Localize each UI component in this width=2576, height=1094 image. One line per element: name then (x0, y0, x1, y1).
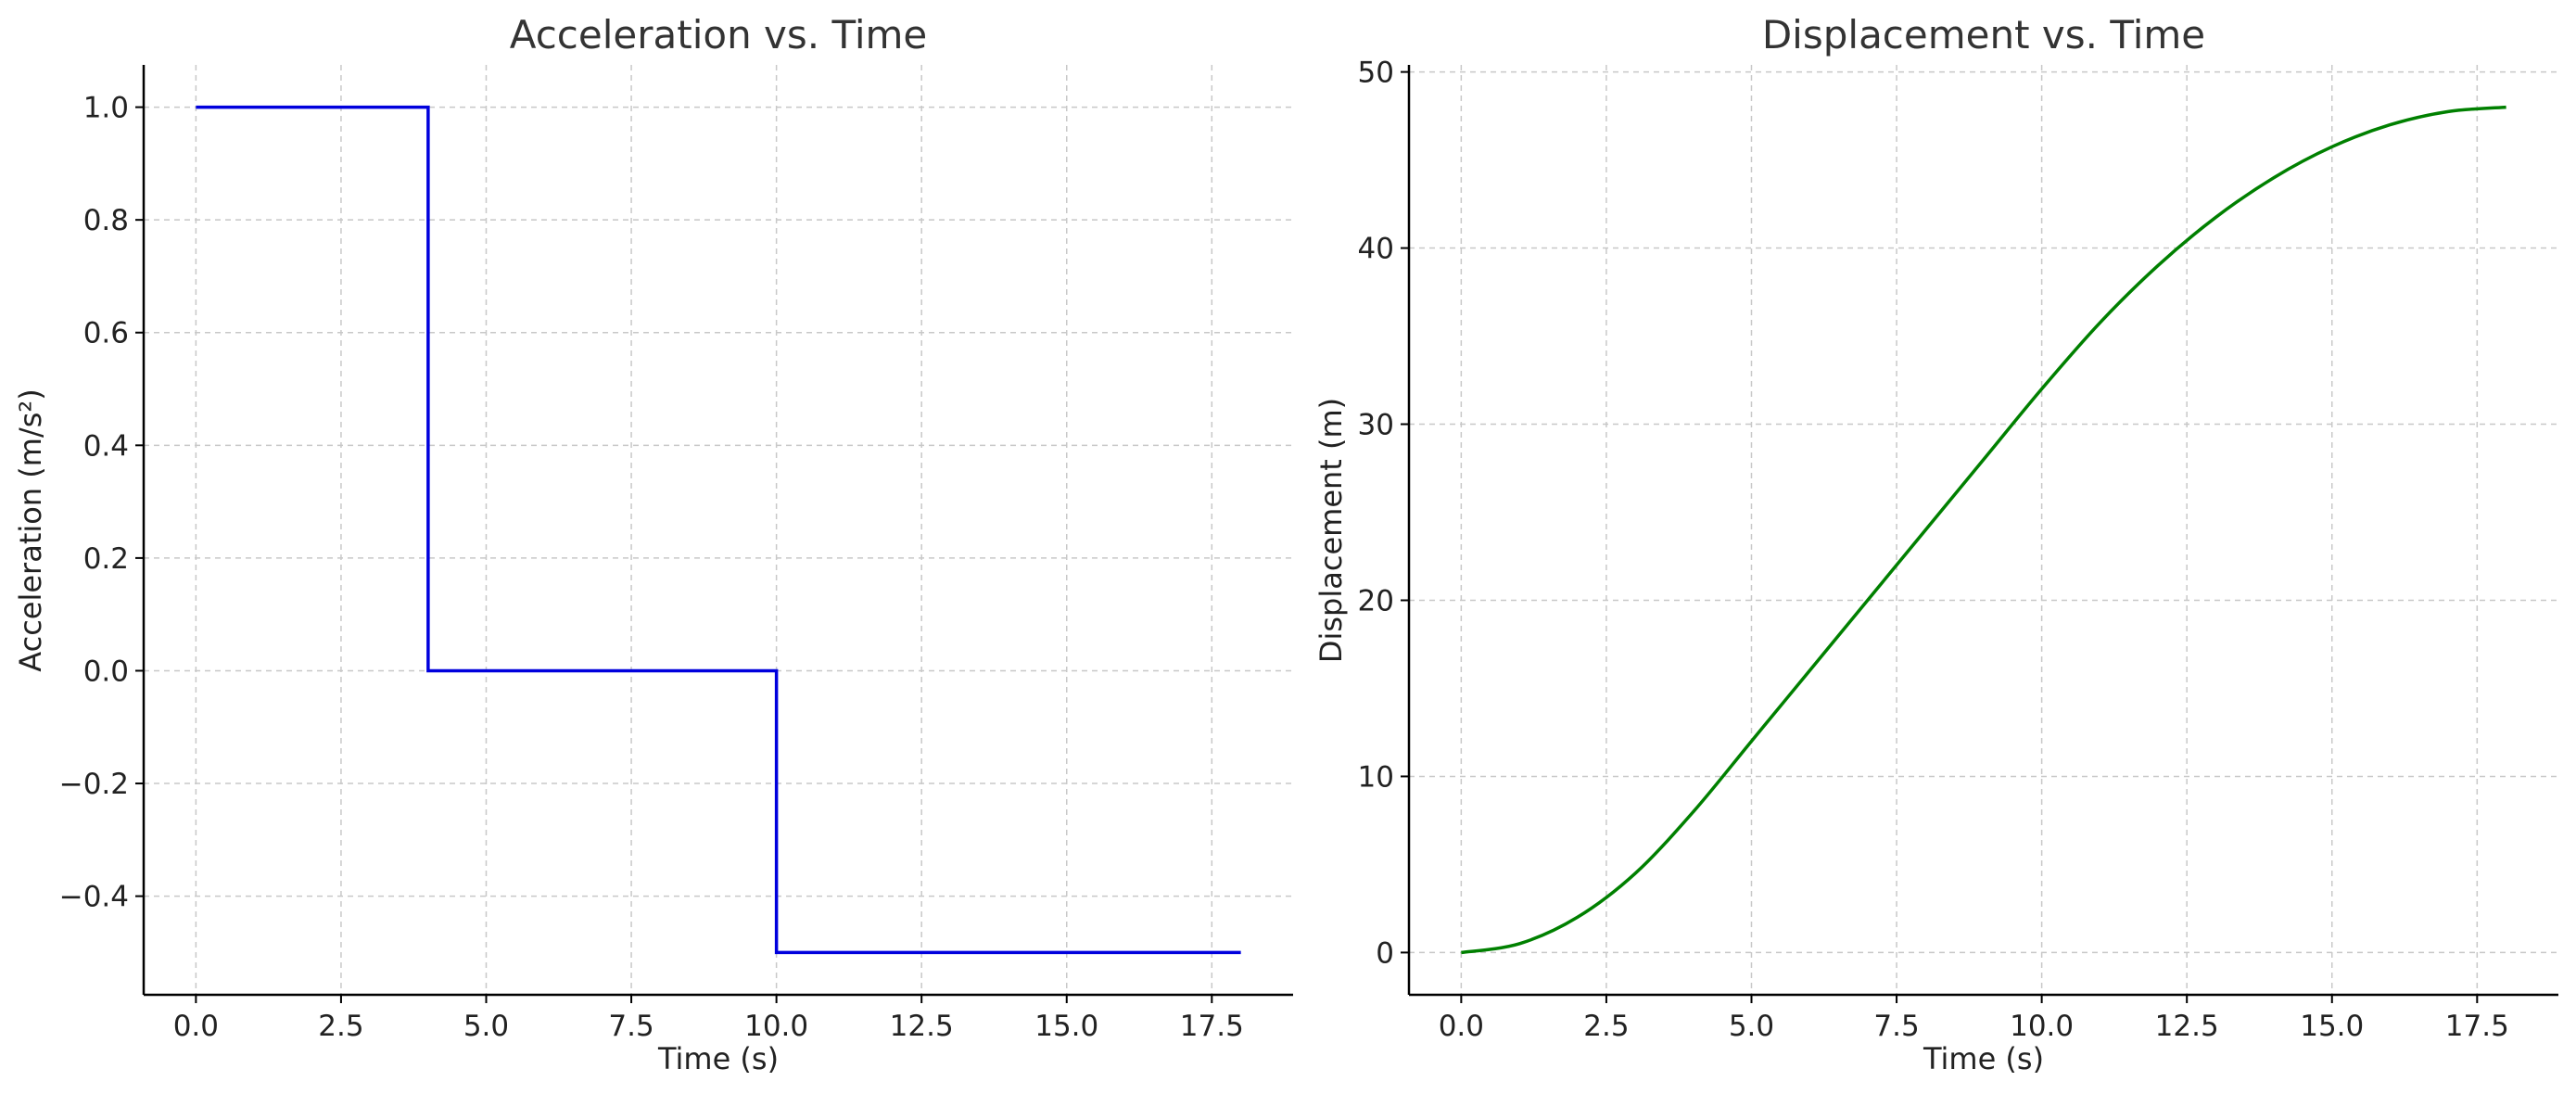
x-tick-label: 2.5 (318, 1010, 363, 1043)
gridlines (1409, 65, 2558, 995)
x-tick-label: 2.5 (1583, 1010, 1629, 1043)
y-tick-label: 0.0 (83, 655, 129, 688)
y-tick-label: 10 (1358, 760, 1394, 794)
displacement-chart: Displacement vs. Time Time (s) Displacem… (1313, 12, 2558, 1076)
y-tick-label: 50 (1358, 57, 1394, 90)
y-tick-label: 0.2 (83, 542, 129, 576)
acceleration-chart: Acceleration vs. Time Time (s) Accelerat… (13, 12, 1293, 1076)
x-tick-label: 7.5 (608, 1010, 654, 1043)
chart-title: Acceleration vs. Time (510, 12, 928, 57)
y-tick-label: 0.6 (83, 317, 129, 350)
x-tick-label: 12.5 (890, 1010, 954, 1043)
y-tick-label: 0 (1376, 936, 1394, 970)
x-tick-label: 5.0 (1729, 1010, 1774, 1043)
x-tick-label: 0.0 (1439, 1010, 1484, 1043)
y-tick-label: −0.4 (59, 881, 129, 914)
x-tick-label: 12.5 (2155, 1010, 2219, 1043)
x-tick-label: 10.0 (2010, 1010, 2074, 1043)
x-tick-label: 17.5 (1180, 1010, 1244, 1043)
y-tick-label: −0.2 (59, 768, 129, 801)
x-axis-label: Time (s) (657, 1041, 779, 1076)
y-axis-label: Acceleration (m/s²) (13, 388, 48, 671)
y-tick-label: 1.0 (83, 92, 129, 125)
x-tick-label: 0.0 (173, 1010, 219, 1043)
y-tick-label: 20 (1358, 584, 1394, 617)
chart-title: Displacement vs. Time (1762, 12, 2205, 57)
gridlines (144, 65, 1293, 995)
x-tick-label: 7.5 (1873, 1010, 1919, 1043)
y-tick-label: 40 (1358, 233, 1394, 266)
y-tick-label: 0.8 (83, 204, 129, 237)
y-tick-label: 0.4 (83, 429, 129, 463)
series-line (196, 105, 1241, 955)
x-tick-label: 10.0 (744, 1010, 808, 1043)
x-tick-label: 5.0 (463, 1010, 509, 1043)
x-tick-label: 15.0 (1034, 1010, 1098, 1043)
x-tick-label: 17.5 (2445, 1010, 2509, 1043)
x-axis-label: Time (s) (1922, 1041, 2044, 1076)
y-tick-label: 30 (1358, 409, 1394, 442)
y-axis-label: Displacement (m) (1313, 398, 1349, 663)
series-line (1461, 105, 2506, 955)
x-tick-label: 15.0 (2300, 1010, 2364, 1043)
